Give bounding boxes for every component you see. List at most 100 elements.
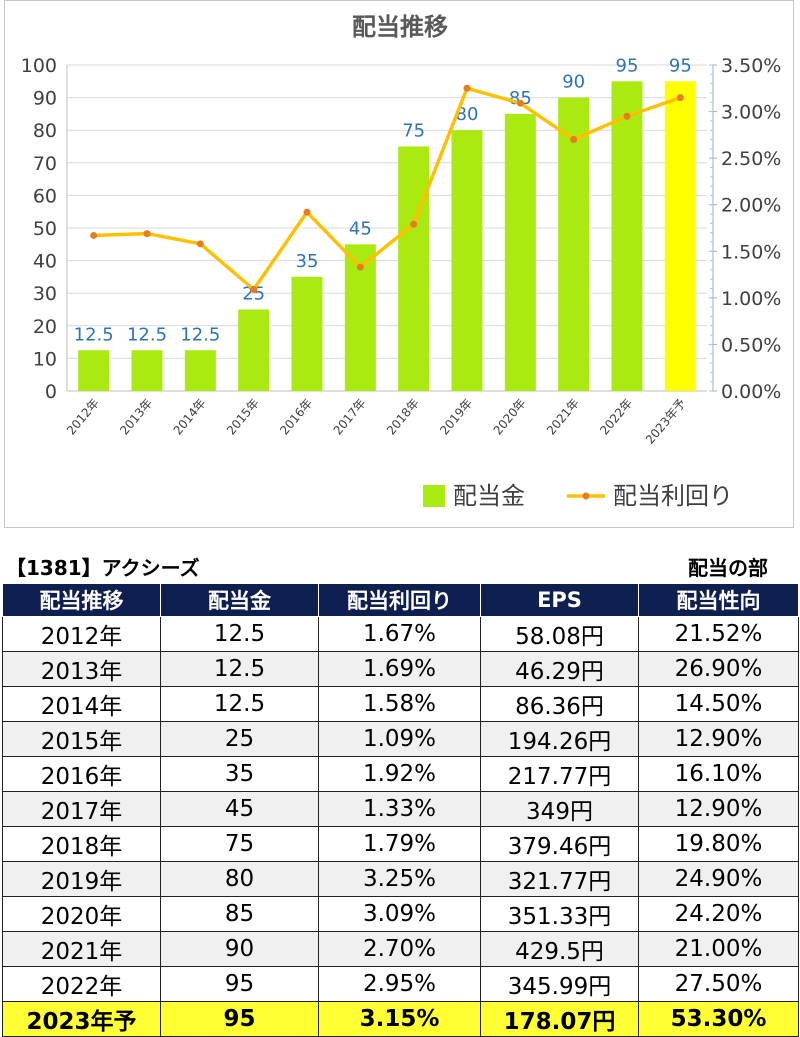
header-cell: 配当推移 [2, 583, 161, 617]
y-left-tick-label: 60 [33, 185, 57, 207]
table-cell: 178.07円 [480, 1001, 639, 1037]
chart-title: 配当推移 [352, 13, 448, 41]
yield-point-2022年 [623, 112, 631, 120]
x-tick-label: 2015年 [224, 396, 262, 438]
x-tick-label: 2017年 [331, 396, 369, 438]
bar-2012年 [78, 350, 110, 391]
x-tick-label: 2018年 [384, 396, 422, 438]
bar-2022年 [611, 81, 643, 392]
table-cell: 21.00% [638, 931, 799, 967]
y-right-tick-label: 3.00% [721, 102, 781, 124]
y-left-tick-label: 100 [21, 55, 57, 77]
company-label: 【1381】アクシーズ [6, 556, 200, 580]
table-cell: 21.52% [638, 616, 799, 652]
bar-data-label: 80 [456, 104, 479, 125]
bar-data-label: 12.5 [180, 324, 220, 345]
table-cell: 27.50% [638, 966, 799, 1002]
header-cell: 配当利回り [318, 583, 481, 617]
table-cell: 35 [160, 756, 319, 792]
table-cell: 2016年 [2, 756, 161, 792]
table-cell: 95 [160, 966, 319, 1002]
table-row: 2021年 90 2.70% 429.5円 21.00% [2, 931, 799, 967]
bar-2021年 [558, 97, 590, 391]
table-cell: 2021年 [2, 931, 161, 967]
y-left-tick-label: 0 [45, 381, 57, 403]
table-cell: 2014年 [2, 686, 161, 722]
table-row: 2022年 95 2.95% 345.99円 27.50% [2, 966, 799, 1002]
bar-2013年 [131, 350, 163, 391]
table-cell: 25 [160, 721, 319, 757]
table-cell: 217.77円 [480, 756, 639, 792]
table-cell: 53.30% [638, 1001, 799, 1037]
section-label: 配当の部 [688, 556, 768, 580]
y-left-tick-label: 30 [33, 283, 57, 305]
table-cell: 2022年 [2, 966, 161, 1002]
table-cell: 3.09% [318, 896, 481, 932]
table-cell: 24.90% [638, 861, 799, 897]
table-cell: 24.20% [638, 896, 799, 932]
bar-2020年 [504, 113, 536, 392]
header-cell: 配当性向 [638, 583, 799, 617]
table-cell: 2019年 [2, 861, 161, 897]
bar-2015年 [238, 309, 270, 391]
header-cell: EPS [480, 583, 639, 617]
table-cell: 12.90% [638, 721, 799, 757]
table-row: 2017年 45 1.33% 349円 12.90% [2, 791, 799, 827]
x-tick-label: 2023年予 [643, 396, 689, 447]
table-cell: 2.70% [318, 931, 481, 967]
table-cell: 90 [160, 931, 319, 967]
table-cell: 1.92% [318, 756, 481, 792]
table-row: 2015年 25 1.09% 194.26円 12.90% [2, 721, 799, 757]
bar-data-label: 75 [402, 121, 425, 142]
x-tick-label: 2019年 [437, 396, 475, 438]
y-left-tick-label: 10 [33, 348, 57, 370]
table-cell: 16.10% [638, 756, 799, 792]
table-row: 2023年予 95 3.15% 178.07円 53.30% [2, 1001, 799, 1037]
yield-point-2013年 [143, 230, 151, 238]
legend-line-label: 配当利回り [613, 482, 733, 510]
table-header: 配当推移 配当金 配当利回り EPS 配当性向 [2, 583, 799, 617]
table-cell: 1.09% [318, 721, 481, 757]
table-cell: 46.29円 [480, 651, 639, 687]
y-right-tick-label: 3.50% [721, 55, 781, 77]
y-right-tick-label: 2.50% [721, 148, 781, 170]
bar-data-label: 95 [669, 55, 692, 76]
y-right-tick-label: 0.50% [721, 334, 781, 356]
table-cell: 429.5円 [480, 931, 639, 967]
bar-data-label: 85 [509, 88, 532, 109]
table-cell: 2015年 [2, 721, 161, 757]
y-right-tick-label: 1.00% [721, 288, 781, 310]
table-cell: 1.69% [318, 651, 481, 687]
table-cell: 2023年予 [2, 1001, 161, 1037]
table-cell: 75 [160, 826, 319, 862]
bar-data-label: 45 [349, 218, 372, 239]
dividend-chart: 配当推移 0 10 20 30 40 50 60 70 80 90 100 0.00% 0.50% 1.00… [4, 0, 794, 528]
bar-data-label: 12.5 [74, 324, 114, 345]
table-row: 2019年 80 3.25% 321.77円 24.90% [2, 861, 799, 897]
legend-bar-swatch [423, 485, 445, 507]
table-cell: 19.80% [638, 826, 799, 862]
table-cell: 379.46円 [480, 826, 639, 862]
table-cell: 12.5 [160, 616, 319, 652]
x-tick-label: 2012年 [64, 396, 102, 438]
table-cell: 1.58% [318, 686, 481, 722]
table-cell: 1.79% [318, 826, 481, 862]
bar-2014年 [184, 350, 216, 391]
yield-point-2012年 [90, 231, 98, 239]
table-cell: 2017年 [2, 791, 161, 827]
table-cell: 95 [160, 1001, 319, 1037]
table-cell: 58.08円 [480, 616, 639, 652]
table-cell: 80 [160, 861, 319, 897]
table-cell: 12.5 [160, 686, 319, 722]
yield-point-2021年 [570, 136, 578, 144]
legend-bar-label: 配当金 [453, 482, 525, 510]
y-left-tick-label: 90 [33, 88, 57, 110]
bar-2023年予 [664, 81, 696, 392]
y-left-tick-label: 40 [33, 251, 57, 273]
table-cell: 26.90% [638, 651, 799, 687]
yield-point-2019年 [463, 84, 471, 92]
table-row: 2016年 35 1.92% 217.77円 16.10% [2, 756, 799, 792]
y-left-tick-label: 70 [33, 153, 57, 175]
y-left-tick-label: 50 [33, 218, 57, 240]
yield-point-2015年 [250, 285, 258, 293]
